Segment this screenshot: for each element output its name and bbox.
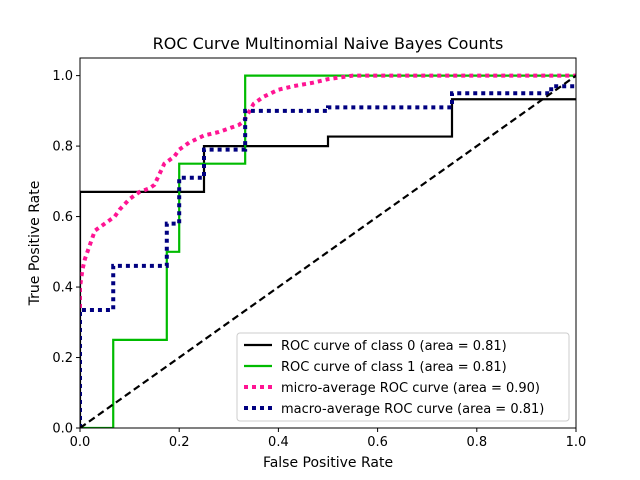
x-axis-ticks: 0.0 0.2 0.4 0.6 0.8 1.0 xyxy=(70,428,587,450)
series-layer xyxy=(80,73,576,428)
x-tick-label: 0.0 xyxy=(70,435,91,450)
x-tick-label: 1.0 xyxy=(566,435,587,450)
plot-frame xyxy=(79,57,577,429)
y-tick-label: 0.8 xyxy=(52,140,73,155)
legend-label: micro-average ROC curve (area = 0.90) xyxy=(281,381,540,396)
legend-label: macro-average ROC curve (area = 0.81) xyxy=(281,402,544,417)
y-tick-label: 0.2 xyxy=(52,351,73,366)
series-line-4 xyxy=(80,84,576,428)
y-tick-label: 1.0 xyxy=(52,69,73,84)
y-axis-label: True Positive Rate xyxy=(27,181,43,307)
x-tick-label: 0.8 xyxy=(466,435,487,450)
legend-box xyxy=(236,332,570,422)
x-tick-label: 0.4 xyxy=(268,435,289,450)
series-line-1 xyxy=(80,98,576,428)
legend-label: ROC curve of class 0 (area = 0.81) xyxy=(281,339,507,354)
y-axis-ticks: 0.0 0.2 0.4 0.6 0.8 1.0 xyxy=(52,69,80,437)
series-line-3 xyxy=(80,73,576,428)
legend-label: ROC curve of class 1 (area = 0.81) xyxy=(281,360,507,375)
x-axis-label: False Positive Rate xyxy=(263,455,393,471)
chance-diagonal-line xyxy=(80,74,576,428)
x-tick-label: 0.6 xyxy=(367,435,388,450)
y-tick-label: 0.4 xyxy=(52,281,73,296)
y-tick-label: 0.6 xyxy=(52,210,73,225)
legend: ROC curve of class 0 (area = 0.81) ROC cu… xyxy=(236,332,570,422)
chart-title: ROC Curve Multinomial Naive Bayes Counts xyxy=(153,34,504,53)
x-tick-label: 0.2 xyxy=(169,435,190,450)
y-tick-label: 0.0 xyxy=(52,422,73,437)
